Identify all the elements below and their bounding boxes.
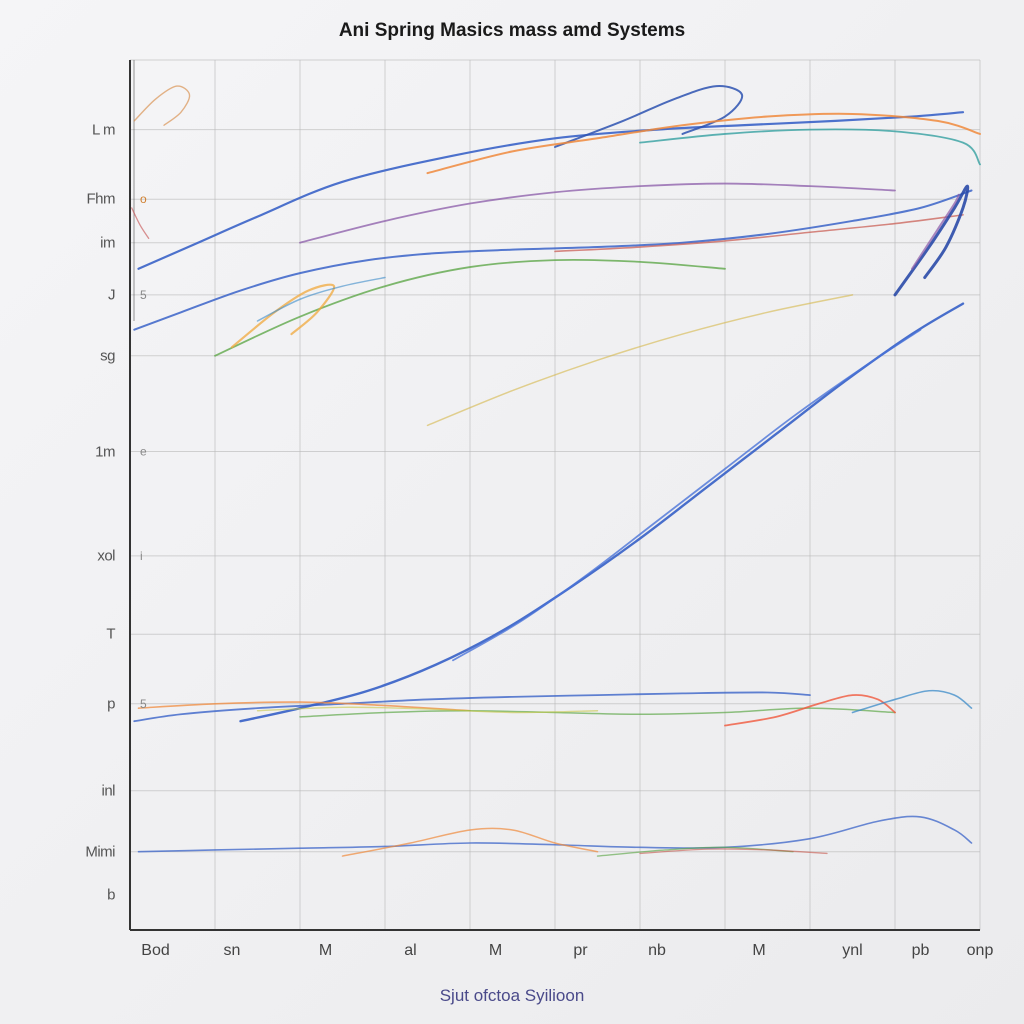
chart-plot: o 5 e i 5 bbox=[0, 0, 1024, 1024]
gridlines bbox=[130, 60, 980, 930]
xtick-label: M bbox=[729, 942, 789, 960]
series-s7b bbox=[258, 278, 386, 322]
series-s11 bbox=[134, 692, 810, 721]
xtick-label: ynl bbox=[823, 942, 883, 960]
ytick-label: Mimi bbox=[35, 843, 115, 860]
xtick-label: M bbox=[466, 942, 526, 960]
series-s2 bbox=[428, 114, 981, 173]
ytick-marker: i bbox=[140, 549, 143, 563]
series-s1b bbox=[555, 86, 742, 147]
ytick-label: inl bbox=[35, 782, 115, 799]
ytick-label: L m bbox=[35, 121, 115, 138]
ytick-markers: o 5 e i 5 bbox=[140, 192, 147, 711]
series-s9b bbox=[453, 330, 921, 661]
xtick-label: M bbox=[296, 942, 356, 960]
ytick-marker: e bbox=[140, 445, 147, 459]
ytick-label: xol bbox=[35, 547, 115, 564]
ytick-label: 1m bbox=[35, 443, 115, 460]
series-s10b bbox=[912, 195, 959, 269]
series-s15 bbox=[853, 691, 972, 713]
ytick-marker: 5 bbox=[140, 288, 147, 302]
series-s19 bbox=[134, 86, 189, 125]
ytick-marker: o bbox=[140, 192, 147, 206]
series-s1 bbox=[139, 112, 964, 269]
xtick-label: al bbox=[381, 942, 441, 960]
xtick-label: nb bbox=[627, 942, 687, 960]
ytick-label: im bbox=[35, 234, 115, 251]
series-s7 bbox=[232, 285, 334, 347]
xtick-label: onp bbox=[950, 942, 1010, 960]
series-s9 bbox=[241, 304, 964, 722]
chart-container: Ani Spring Masics mass amd Systems o5ei5… bbox=[0, 0, 1024, 1024]
ytick-label: J bbox=[35, 286, 115, 303]
series-s4 bbox=[300, 184, 895, 243]
series-group bbox=[132, 86, 980, 856]
series-s13 bbox=[300, 708, 895, 717]
xtick-label: pr bbox=[551, 942, 611, 960]
xtick-label: sn bbox=[202, 942, 262, 960]
xtick-label: pb bbox=[891, 942, 951, 960]
x-axis-label: Sjut ofctoa Syilioon bbox=[0, 986, 1024, 1006]
ytick-label: p bbox=[35, 695, 115, 712]
ytick-label: Fhm bbox=[35, 191, 115, 208]
ytick-marker: 5 bbox=[140, 697, 147, 711]
xtick-label: Bod bbox=[126, 942, 186, 960]
ytick-label: T bbox=[35, 626, 115, 643]
ytick-label: b bbox=[35, 887, 115, 904]
ytick-label: sg bbox=[35, 347, 115, 364]
